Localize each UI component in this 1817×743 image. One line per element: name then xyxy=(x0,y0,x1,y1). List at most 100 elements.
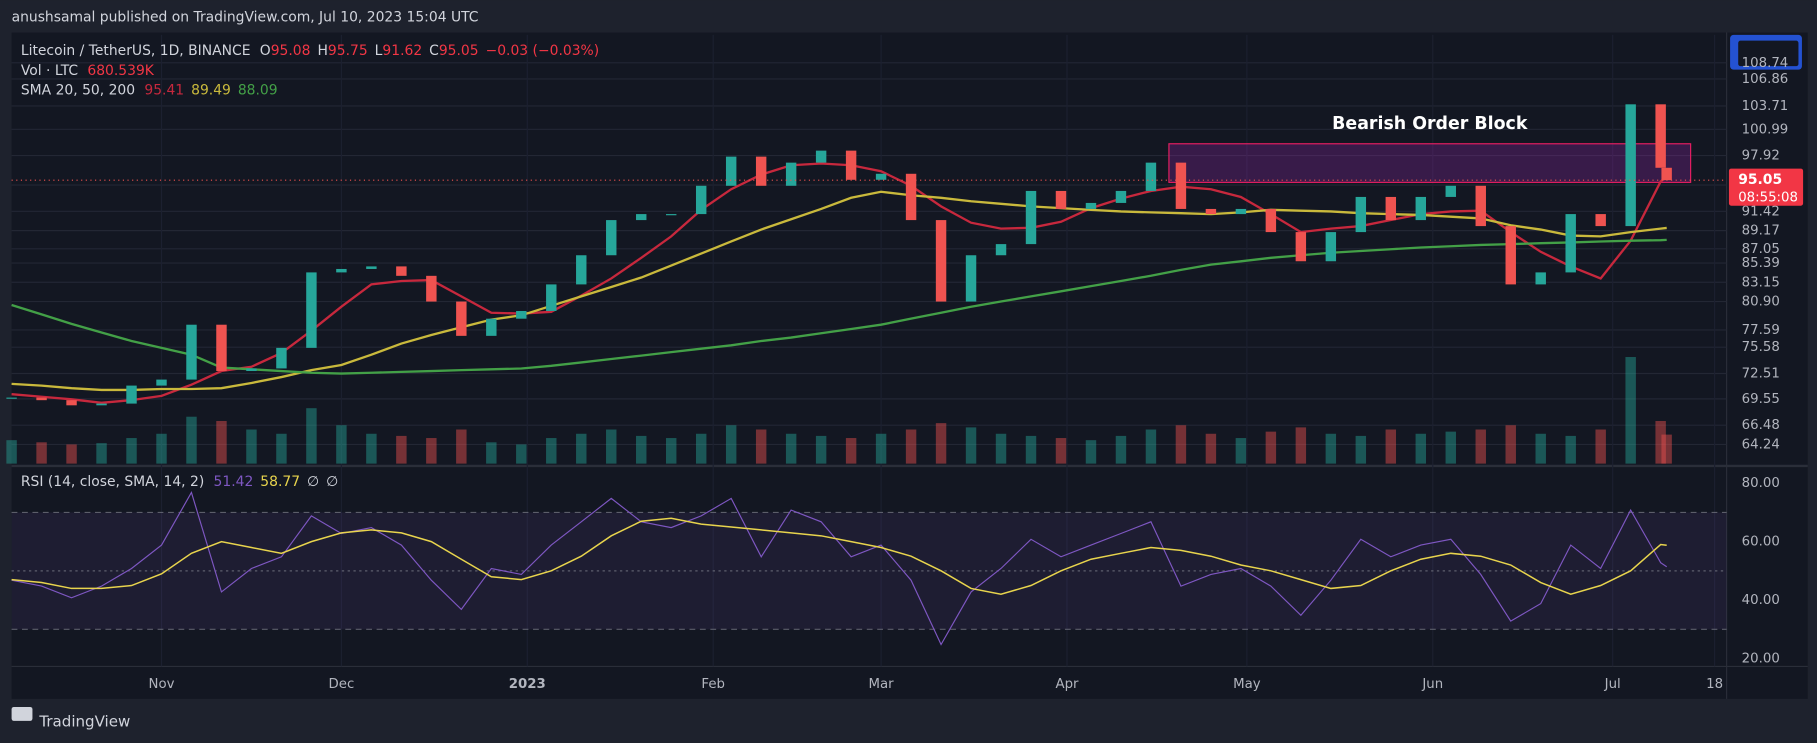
candle xyxy=(156,379,167,386)
publisher-line: anushsamal published on TradingView.com,… xyxy=(12,9,479,25)
volume-bar xyxy=(1655,420,1666,464)
y-tick-label: 91.42 xyxy=(1742,204,1780,219)
y-tick-label: 69.55 xyxy=(1742,392,1780,407)
candle xyxy=(426,275,437,302)
volume-bar xyxy=(276,433,287,464)
candle xyxy=(1355,196,1367,233)
candle xyxy=(216,324,227,372)
candle xyxy=(1145,162,1157,191)
candle xyxy=(725,156,737,186)
volume-bar xyxy=(1115,435,1127,464)
volume-bar xyxy=(1325,433,1337,464)
x-tick-label: 2023 xyxy=(509,677,546,692)
candle xyxy=(486,318,497,336)
candle xyxy=(1175,162,1187,209)
volume-bar xyxy=(366,433,377,464)
candle xyxy=(785,162,797,186)
legend-label: C xyxy=(429,43,439,59)
volume-bar xyxy=(1355,435,1367,464)
volume-bar xyxy=(576,433,587,464)
candle xyxy=(6,397,17,399)
rsi-tick-label: 20.00 xyxy=(1742,652,1780,667)
x-tick-label: Jul xyxy=(1604,677,1621,692)
y-tick-label: 89.17 xyxy=(1742,224,1780,239)
volume-bar xyxy=(1625,357,1636,464)
volume-bar xyxy=(606,429,617,464)
candle xyxy=(1535,272,1546,285)
legend-label: SMA 20, 50, 200 xyxy=(21,82,135,98)
volume-bar xyxy=(1025,435,1037,464)
volume-bar xyxy=(336,425,347,464)
volume-bar xyxy=(785,433,797,464)
x-tick-label: 18 xyxy=(1706,677,1723,692)
rsi-tick-label: 40.00 xyxy=(1742,593,1780,608)
volume-bar xyxy=(456,429,467,464)
candle xyxy=(366,266,377,269)
volume-bar xyxy=(306,408,317,464)
candle xyxy=(1385,196,1397,221)
legend-change: −0.03 (−0.03%) xyxy=(486,43,600,59)
volume-bar xyxy=(695,433,707,464)
candle xyxy=(36,397,47,401)
volume-bar xyxy=(1505,425,1516,464)
last-price-label: 95.05 xyxy=(1738,172,1782,188)
annotation-text: Bearish Order Block xyxy=(1332,114,1528,134)
candle xyxy=(1565,214,1576,273)
legend-value: ∅ xyxy=(326,474,338,490)
candle xyxy=(456,301,467,336)
y-tick-label: 72.51 xyxy=(1742,367,1780,382)
candle xyxy=(1445,185,1456,197)
volume-bar xyxy=(725,425,737,464)
chart-layer: 108.74106.86103.71100.9997.9294.4991.428… xyxy=(6,34,1804,692)
y-tick-label: 85.39 xyxy=(1742,256,1780,271)
candle xyxy=(1655,104,1666,168)
y-tick-label: 106.86 xyxy=(1742,72,1789,87)
candle xyxy=(1025,190,1037,245)
volume-bar xyxy=(6,440,17,464)
sma-legend: SMA 20, 50, 200 95.41 89.49 88.09 xyxy=(21,82,278,98)
rsi-tick-label: 60.00 xyxy=(1742,535,1780,550)
legend-value: 91.62 xyxy=(382,43,422,59)
axis-highlight-inner xyxy=(1738,40,1799,67)
candle xyxy=(396,266,407,276)
legend-label: Vol · LTC xyxy=(21,63,78,79)
volume-bar xyxy=(1265,431,1277,464)
last-price-box xyxy=(1728,168,1804,206)
legend-label: O xyxy=(260,43,271,59)
rsi-legend: RSI (14, close, SMA, 14, 2) 51.42 58.77 ∅ ∅ xyxy=(21,474,338,490)
legend-value: 58.77 xyxy=(260,474,300,490)
y-tick-label: 64.24 xyxy=(1742,437,1780,452)
volume-bar xyxy=(96,443,107,464)
candle xyxy=(306,272,317,348)
x-tick-label: Jun xyxy=(1421,677,1443,692)
x-tick-label: Nov xyxy=(149,677,175,692)
y-tick-label: 80.90 xyxy=(1742,295,1780,310)
legend-value: 680.539K xyxy=(87,63,154,79)
y-tick-label: 87.05 xyxy=(1742,242,1780,257)
y-tick-label: 83.15 xyxy=(1742,275,1780,290)
candle xyxy=(606,220,617,256)
y-tick-label: 97.92 xyxy=(1742,149,1780,164)
candle xyxy=(276,347,287,369)
volume-bar xyxy=(1385,429,1397,464)
candle xyxy=(995,244,1007,256)
candle xyxy=(336,268,347,273)
volume-bar xyxy=(216,420,227,464)
volume-bar xyxy=(636,435,647,464)
candle xyxy=(1325,232,1337,262)
candle xyxy=(546,284,557,311)
volume-bar xyxy=(426,438,437,464)
candle xyxy=(965,255,977,302)
countdown-label: 08:55:08 xyxy=(1738,191,1798,206)
volume-bar xyxy=(486,442,497,464)
legend-label: RSI (14, close, SMA, 14, 2) xyxy=(21,474,204,490)
volume-bar xyxy=(1445,431,1456,464)
candle xyxy=(66,400,77,406)
candle xyxy=(665,214,677,216)
volume-bar xyxy=(246,429,257,464)
candle xyxy=(96,403,107,406)
candle xyxy=(1475,185,1486,227)
volume-bar xyxy=(66,444,77,464)
candle xyxy=(815,150,827,163)
